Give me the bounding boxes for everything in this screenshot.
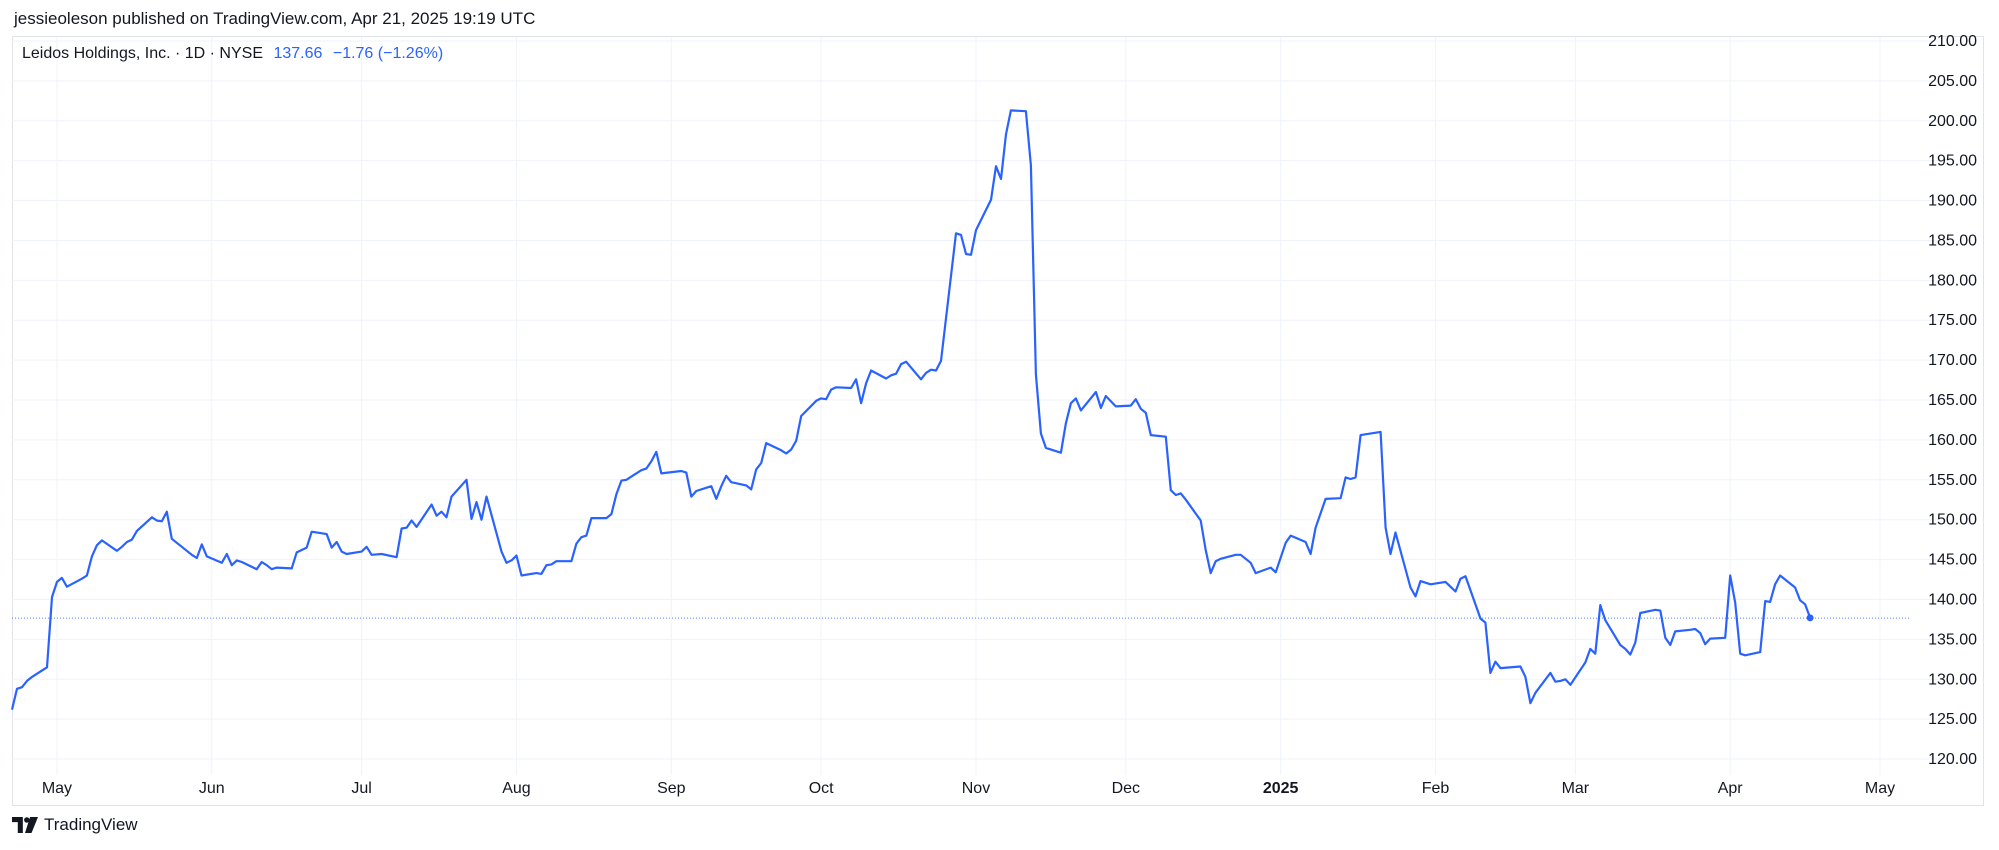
time-tick-label: Nov (962, 780, 990, 797)
price-tick-label: 200.00 (1928, 113, 1977, 130)
symbol-legend[interactable]: Leidos Holdings, Inc. · 1D · NYSE 137.66… (22, 45, 443, 63)
time-tick-label: Mar (1562, 780, 1590, 797)
price-tick-label: 120.00 (1928, 751, 1977, 768)
price-tick-label: 210.00 (1928, 33, 1977, 50)
price-tick-label: 165.00 (1928, 392, 1977, 409)
series-layer (10, 109, 1814, 710)
price-change-value: −1.76 (−1.26%) (332, 45, 444, 62)
time-tick-label: May (1865, 780, 1895, 797)
time-tick-label: Oct (809, 780, 834, 797)
price-tick-label: 205.00 (1928, 73, 1977, 90)
price-axis[interactable]: 120.00 125.00 130.00 135.00 140.00 145.00 150.… (1928, 33, 1977, 768)
tradingview-brand[interactable]: TradingView (12, 815, 138, 835)
last-price-value: 137.66 (273, 45, 323, 62)
price-tick-label: 170.00 (1928, 352, 1977, 369)
price-tick-label: 180.00 (1928, 272, 1977, 289)
price-tick-label: 145.00 (1928, 552, 1977, 569)
time-tick-label: Dec (1112, 780, 1140, 797)
price-tick-label: 130.00 (1928, 671, 1977, 688)
price-tick-label: 150.00 (1928, 512, 1977, 529)
price-tick-label: 175.00 (1928, 312, 1977, 329)
price-tick-label: 195.00 (1928, 153, 1977, 170)
time-tick-label: Aug (502, 780, 530, 797)
price-tick-label: 155.00 (1928, 472, 1977, 489)
time-tick-label: Apr (1718, 780, 1744, 797)
last-price-dot (1806, 614, 1814, 622)
time-tick-label: Jul (351, 780, 371, 797)
chart-pane[interactable] (12, 36, 1984, 806)
symbol-description: Leidos Holdings, Inc. · 1D · NYSE (22, 45, 263, 62)
time-axis[interactable]: May Jun Jul Aug Sep Oct Nov Dec 2025 Feb Mar Apr May (42, 780, 1895, 797)
grid-lines (12, 37, 1940, 775)
price-series-line[interactable] (10, 109, 1812, 710)
brand-name: TradingView (44, 815, 138, 834)
time-tick-label: Jun (199, 780, 225, 797)
price-tick-label: 125.00 (1928, 711, 1977, 728)
time-tick-label: Sep (657, 780, 686, 797)
published-by-line: jessieoleson published on TradingView.co… (14, 9, 536, 28)
time-tick-label: 2025 (1263, 780, 1299, 797)
time-tick-label: May (42, 780, 72, 797)
price-tick-label: 135.00 (1928, 631, 1977, 648)
time-tick-label: Feb (1422, 780, 1450, 797)
price-tick-label: 190.00 (1928, 193, 1977, 210)
price-tick-label: 140.00 (1928, 591, 1977, 608)
tradingview-logo-icon (12, 817, 38, 833)
price-tick-label: 185.00 (1928, 232, 1977, 249)
price-tick-label: 160.00 (1928, 432, 1977, 449)
